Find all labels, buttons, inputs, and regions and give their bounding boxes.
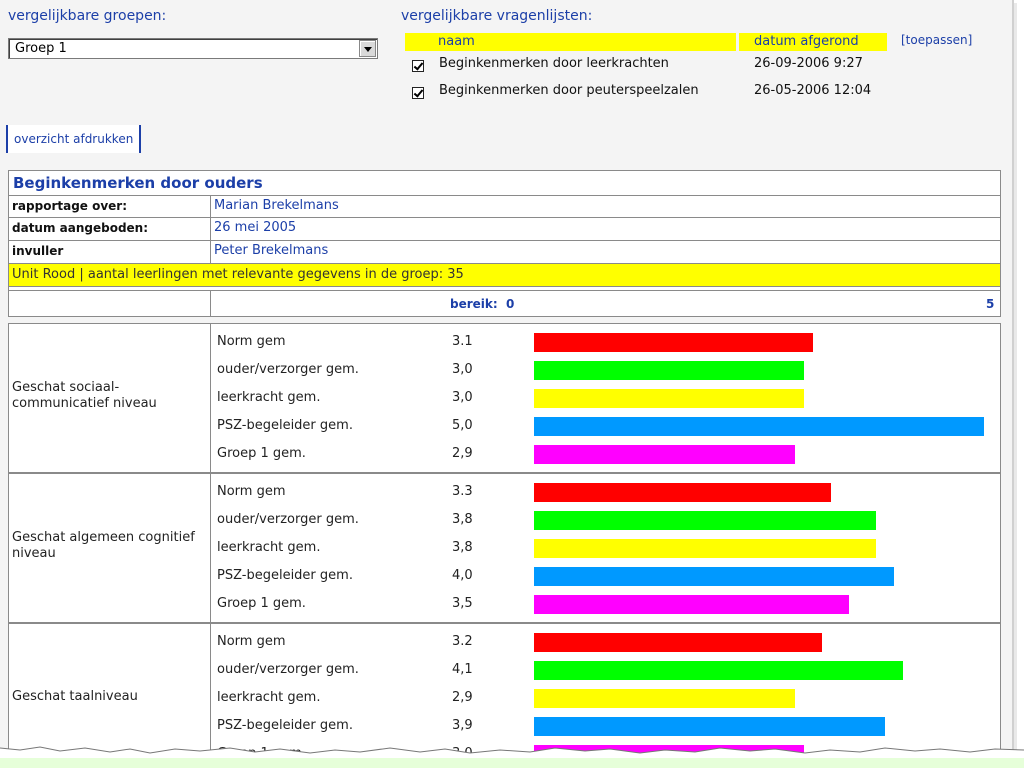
bar-groep xyxy=(534,445,795,464)
col-header-date: datum afgerond xyxy=(739,33,887,51)
value-label: 3,9 xyxy=(452,718,473,733)
value-label: 3,8 xyxy=(452,512,473,527)
series-label: ouder/verzorger gem. xyxy=(217,512,359,527)
bar-psz xyxy=(534,417,984,436)
bar-norm xyxy=(534,633,822,652)
questionnaire-row: Beginkenmerken door peuterspeelzalen 26-… xyxy=(412,83,912,101)
report-window: vergelijkbare groepen: Groep 1 vergelijk… xyxy=(0,0,1014,756)
value-label: 2,9 xyxy=(452,690,473,705)
series-label: leerkracht gem. xyxy=(217,540,321,555)
questionnaires-label: vergelijkbare vragenlijsten: xyxy=(401,8,593,24)
group-select[interactable]: Groep 1 xyxy=(8,38,378,59)
range-label-text: bereik: xyxy=(450,297,498,311)
value-label: 3,0 xyxy=(452,390,473,405)
value-label: 3,8 xyxy=(452,540,473,555)
value-label: 3.2 xyxy=(452,634,473,649)
bar-psz xyxy=(534,567,894,586)
questionnaire-checkbox[interactable] xyxy=(412,87,424,99)
series-label: ouder/verzorger gem. xyxy=(217,362,359,377)
chevron-down-icon[interactable] xyxy=(359,40,376,57)
group-banner: Unit Rood | aantal leerlingen met releva… xyxy=(9,264,1000,286)
bar-ouder xyxy=(534,661,903,680)
series-label: Norm gem xyxy=(217,334,286,349)
print-overview-tab[interactable]: overzicht afdrukken xyxy=(6,125,142,153)
report-title: Beginkenmerken door ouders xyxy=(13,174,263,192)
field-value: 26 mei 2005 xyxy=(214,220,297,235)
value-label: 3.1 xyxy=(452,334,473,349)
chart-group: Geschat taalniveau Norm gem 3.2 ouder/verzo… xyxy=(8,623,1001,756)
range-max: 5 xyxy=(986,297,995,311)
series-label: PSZ-begeleider gem. xyxy=(217,418,353,433)
series-label: ouder/verzorger gem. xyxy=(217,662,359,677)
field-label: invuller xyxy=(12,244,64,258)
group-title: Geschat taalniveau xyxy=(12,689,138,704)
field-label: rapportage over: xyxy=(12,199,128,213)
bar-ouder xyxy=(534,511,876,530)
group-title: Geschat sociaal-communicatief niveau xyxy=(12,380,157,411)
series-label: Groep 1 gem. xyxy=(217,446,306,461)
report-header: Beginkenmerken door ouders rapportage ov… xyxy=(8,170,1001,317)
questionnaire-row: Beginkenmerken door leerkrachten 26-09-2… xyxy=(412,56,912,74)
bar-norm xyxy=(534,333,813,352)
groups-label: vergelijkbare groepen: xyxy=(8,8,167,24)
col-header-name-text: naam xyxy=(438,34,475,49)
series-label: PSZ-begeleider gem. xyxy=(217,568,353,583)
questionnaire-date: 26-09-2006 9:27 xyxy=(754,56,863,71)
value-label: 2,9 xyxy=(452,446,473,461)
value-label: 3.3 xyxy=(452,484,473,499)
bar-psz xyxy=(534,717,885,736)
range-label: bereik: 0 xyxy=(450,297,514,311)
series-label: leerkracht gem. xyxy=(217,390,321,405)
bar-ouder xyxy=(534,361,804,380)
col-header-name: naam xyxy=(405,33,736,51)
value-label: 3,0 xyxy=(452,362,473,377)
value-label: 3,0 xyxy=(452,746,473,756)
field-value: Peter Brekelmans xyxy=(214,243,329,258)
value-label: 5,0 xyxy=(452,418,473,433)
field-label: datum aangeboden: xyxy=(12,221,149,235)
bar-leerkracht xyxy=(534,389,804,408)
torn-edge xyxy=(0,746,1024,768)
group-title: Geschat algemeen cognitief niveau xyxy=(12,530,195,561)
bar-groep xyxy=(534,595,849,614)
col-header-date-text: datum afgerond xyxy=(754,34,859,49)
bar-norm xyxy=(534,483,831,502)
series-label: Groep 1 gem. xyxy=(217,596,306,611)
range-min: 0 xyxy=(506,297,515,311)
series-label: leerkracht gem. xyxy=(217,690,321,705)
chart-group: Geschat algemeen cognitief niveau Norm ge… xyxy=(8,473,1001,623)
questionnaire-name: Beginkenmerken door leerkrachten xyxy=(439,56,669,71)
bar-leerkracht xyxy=(534,689,795,708)
series-label: PSZ-begeleider gem. xyxy=(217,718,353,733)
series-label: Norm gem xyxy=(217,634,286,649)
group-select-value: Groep 1 xyxy=(15,41,67,56)
value-label: 4,0 xyxy=(452,568,473,583)
group-banner-text: Unit Rood | aantal leerlingen met releva… xyxy=(12,267,464,282)
series-label: Norm gem xyxy=(217,484,286,499)
field-value: Marian Brekelmans xyxy=(214,198,339,213)
questionnaire-checkbox[interactable] xyxy=(412,60,424,72)
chart-group: Geschat sociaal-communicatief niveau Norm… xyxy=(8,323,1001,473)
apply-link[interactable]: [toepassen] xyxy=(901,33,973,47)
value-label: 3,5 xyxy=(452,596,473,611)
bar-leerkracht xyxy=(534,539,876,558)
questionnaire-date: 26-05-2006 12:04 xyxy=(754,83,872,98)
value-label: 4,1 xyxy=(452,662,473,677)
questionnaire-name: Beginkenmerken door peuterspeelzalen xyxy=(439,83,699,98)
